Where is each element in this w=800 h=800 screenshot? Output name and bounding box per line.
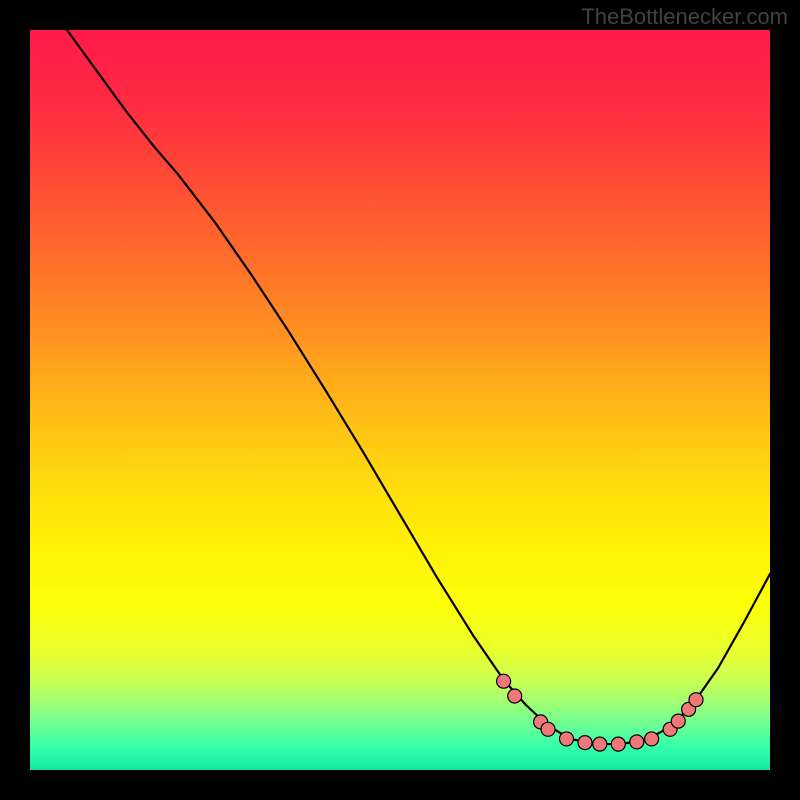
marker-point: [578, 736, 592, 750]
marker-point: [541, 722, 555, 736]
marker-point: [689, 693, 703, 707]
marker-point: [497, 674, 511, 688]
marker-point: [611, 737, 625, 751]
plot-area: [30, 30, 770, 770]
attribution-text: TheBottlenecker.com: [581, 4, 788, 30]
marker-point: [508, 689, 522, 703]
chart-svg: [30, 30, 770, 770]
marker-point: [671, 714, 685, 728]
marker-point: [645, 732, 659, 746]
marker-point: [630, 735, 644, 749]
marker-point: [593, 737, 607, 751]
marker-point: [560, 732, 574, 746]
gradient-background: [30, 30, 770, 770]
